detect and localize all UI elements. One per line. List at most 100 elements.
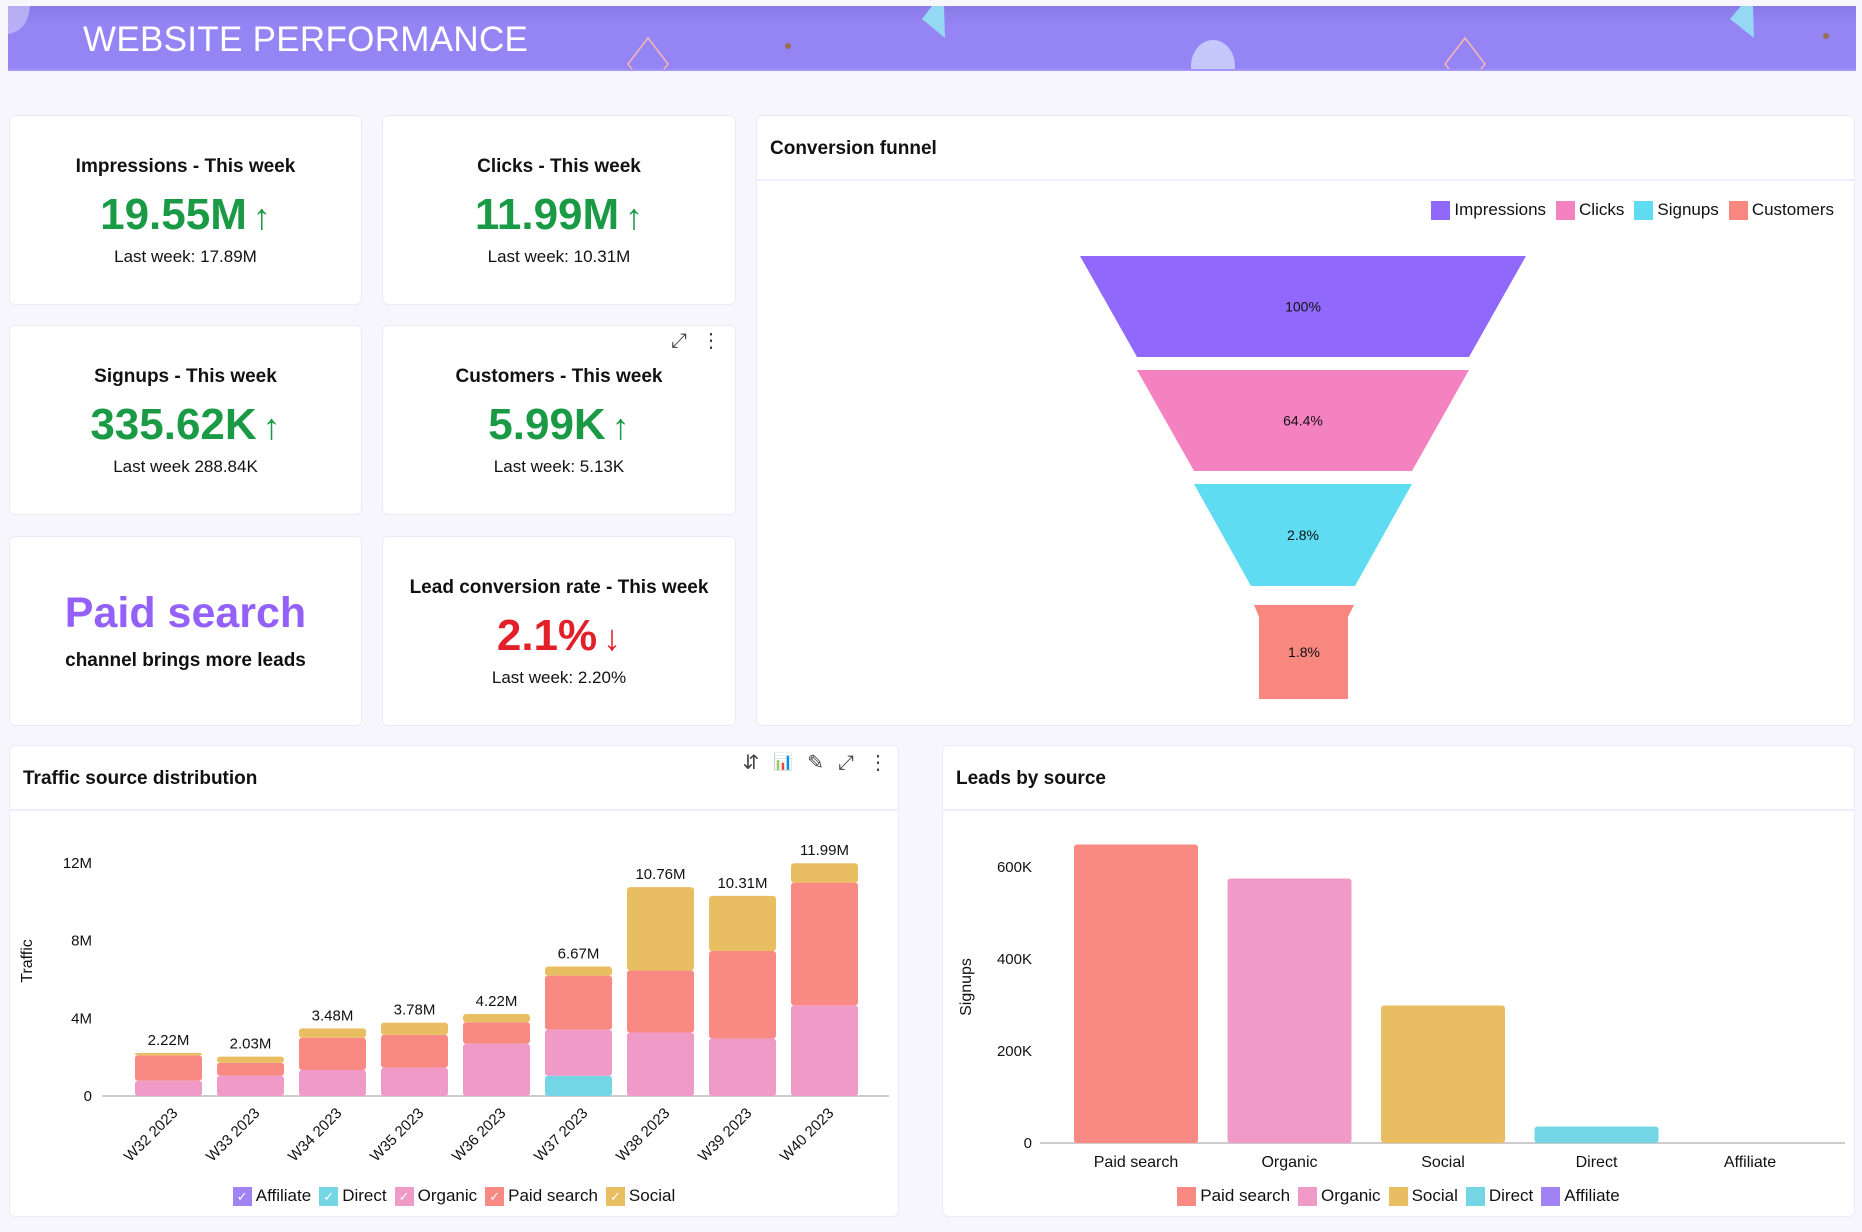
arrow-up-icon: ↑ — [252, 196, 271, 237]
funnel-segment-label: 2.8% — [1287, 527, 1319, 543]
legend-swatch — [1556, 200, 1576, 220]
bar-segment-social — [709, 895, 776, 951]
top-channel-caption: channel brings more leads — [65, 650, 306, 671]
bar-segment-organic — [381, 1067, 448, 1096]
card-title: Traffic source distribution — [23, 768, 258, 789]
kpi-title: Customers - This week — [455, 366, 663, 387]
edit-chart-icon[interactable]: ✎ — [807, 752, 824, 774]
legend-swatch — [1728, 200, 1748, 220]
legend-item-paid-search[interactable]: Paid search — [1177, 1186, 1290, 1206]
kpi-last-week: Last week: 10.31M — [487, 247, 631, 266]
y-tick-label: 0 — [1024, 1135, 1032, 1152]
funnel-segment-label: 1.8% — [1288, 644, 1320, 660]
kpi-value: 19.55M ↑ — [10, 190, 361, 240]
bar-paid-search — [1074, 844, 1198, 1143]
card-header: Conversion funnel — [757, 116, 1854, 181]
funnel-legend: Impressions Clicks Signups Customers — [1431, 200, 1834, 220]
kpi-value-text: 5.99K — [488, 400, 606, 449]
legend-item-clicks[interactable]: Clicks — [1556, 200, 1624, 220]
conversion-funnel-card: Conversion funnel Impressions Clicks Sig… — [756, 115, 1855, 726]
legend-item-affiliate[interactable]: Affiliate — [1541, 1186, 1620, 1206]
x-tick-label: W32 2023 — [121, 1105, 181, 1165]
legend-swatch — [1541, 1186, 1561, 1206]
legend-item-direct[interactable]: Direct — [1465, 1186, 1533, 1206]
bar-total-label: 4.22M — [476, 993, 518, 1010]
arrow-up-icon: ↑ — [262, 406, 281, 447]
legend-item-paid-search[interactable]: ✓ Paid search — [485, 1186, 598, 1206]
dashboard-banner: WEBSITE PERFORMANCE — [8, 6, 1856, 71]
card-title: Conversion funnel — [770, 138, 937, 159]
expand-icon[interactable]: ⤢ — [671, 330, 687, 352]
x-tick-label: W36 2023 — [449, 1105, 509, 1165]
legend-item-impressions[interactable]: Impressions — [1431, 200, 1546, 220]
bar-segment-paid-search — [381, 1034, 448, 1068]
y-tick-label: 12M — [63, 855, 92, 872]
leads-legend: Paid search Organic Social Direct Affiliate — [943, 1186, 1854, 1206]
x-tick-label: W39 2023 — [695, 1105, 755, 1165]
legend-label: Affiliate — [1564, 1186, 1620, 1205]
bar-segment-paid-search — [791, 882, 858, 1006]
card-title: Leads by source — [956, 768, 1106, 789]
top-channel: Paid search — [64, 589, 307, 637]
y-axis-title: Signups — [958, 958, 975, 1016]
checkbox-icon: ✓ — [394, 1186, 414, 1206]
bar-segment-social — [217, 1056, 284, 1063]
y-tick-label: 4M — [71, 1010, 92, 1027]
x-tick-label: W37 2023 — [531, 1105, 591, 1165]
kpi-card-lead-conversion: Lead conversion rate - This week 2.1% ↓ L… — [382, 536, 736, 726]
x-tick-label: Direct — [1576, 1154, 1618, 1171]
funnel-segment-signups — [1194, 484, 1412, 586]
leads-by-source-card: Leads by source 0 200K 400K 600K Signups Paid… — [942, 745, 1855, 1217]
funnel-chart: 100% 64.4% 2.8% 1.8% — [1080, 256, 1526, 699]
bar-segment-paid-search — [217, 1062, 284, 1076]
bar-segment-social — [627, 887, 694, 971]
checkbox-icon: ✓ — [232, 1186, 252, 1206]
y-tick-label: 200K — [997, 1043, 1032, 1060]
legend-item-customers[interactable]: Customers — [1728, 200, 1834, 220]
bar-segment-organic — [463, 1043, 530, 1096]
bar-segment-social — [463, 1014, 530, 1023]
bar-segment-paid-search — [299, 1037, 366, 1070]
arrow-up-icon: ↑ — [611, 406, 630, 447]
legend-label: Direct — [342, 1186, 387, 1205]
bar-chart-icon[interactable]: 📊 — [773, 754, 794, 771]
kpi-title: Clicks - This week — [477, 156, 641, 177]
arrow-down-icon: ↓ — [603, 617, 622, 658]
dashboard-title: WEBSITE PERFORMANCE — [83, 20, 529, 59]
highlight-card: Paid search channel brings more leads — [9, 536, 362, 726]
legend-label: Paid search — [1200, 1186, 1291, 1205]
legend-swatch — [1431, 200, 1451, 220]
legend-item-social[interactable]: ✓ Social — [605, 1186, 675, 1206]
bar-total-label: 10.31M — [717, 875, 767, 892]
bar-segment-social — [299, 1028, 366, 1038]
kpi-card-customers: ⤢ ⋮ Customers - This week 5.99K ↑ Last we… — [382, 325, 736, 515]
x-tick-label: Social — [1421, 1154, 1465, 1171]
legend-item-organic[interactable]: ✓ Organic — [394, 1186, 477, 1206]
expand-icon[interactable]: ⤢ — [838, 752, 854, 774]
kpi-value: 335.62K ↑ — [10, 400, 361, 450]
legend-label: Customers — [1751, 200, 1834, 219]
legend-item-social[interactable]: Social — [1388, 1186, 1458, 1206]
legend-item-direct[interactable]: ✓ Direct — [319, 1186, 387, 1206]
kpi-card-clicks: Clicks - This week 11.99M ↑ Last week: 10… — [382, 115, 736, 305]
bar-social — [1381, 1005, 1505, 1143]
legend-label: Affiliate — [255, 1186, 312, 1205]
legend-swatch — [1465, 1186, 1485, 1206]
legend-item-organic[interactable]: Organic — [1298, 1186, 1381, 1206]
y-tick-label: 600K — [997, 859, 1032, 876]
bar-segment-social — [545, 966, 612, 976]
legend-label: Impressions — [1454, 200, 1547, 219]
kpi-card-impressions: Impressions - This week 19.55M ↑ Last wee… — [9, 115, 362, 305]
kpi-last-week: Last week: 5.13K — [493, 457, 625, 476]
bar-direct — [1534, 1126, 1659, 1143]
more-options-icon[interactable]: ⋮ — [868, 752, 888, 774]
sort-icon[interactable]: ⇵ — [742, 752, 760, 774]
bar-total-label: 2.22M — [148, 1032, 190, 1049]
legend-item-affiliate[interactable]: ✓ Affiliate — [232, 1186, 312, 1206]
x-tick-label: W33 2023 — [203, 1105, 263, 1165]
legend-item-signups[interactable]: Signups — [1634, 200, 1719, 220]
traffic-stacked-bar-chart: 0 4M 8M 12M Traffic 2.22M W32 2023 2.03M W33 202… — [19, 842, 889, 1165]
funnel-segment-impressions — [1080, 256, 1526, 357]
more-options-icon[interactable]: ⋮ — [701, 330, 721, 352]
legend-label: Signups — [1657, 200, 1719, 219]
